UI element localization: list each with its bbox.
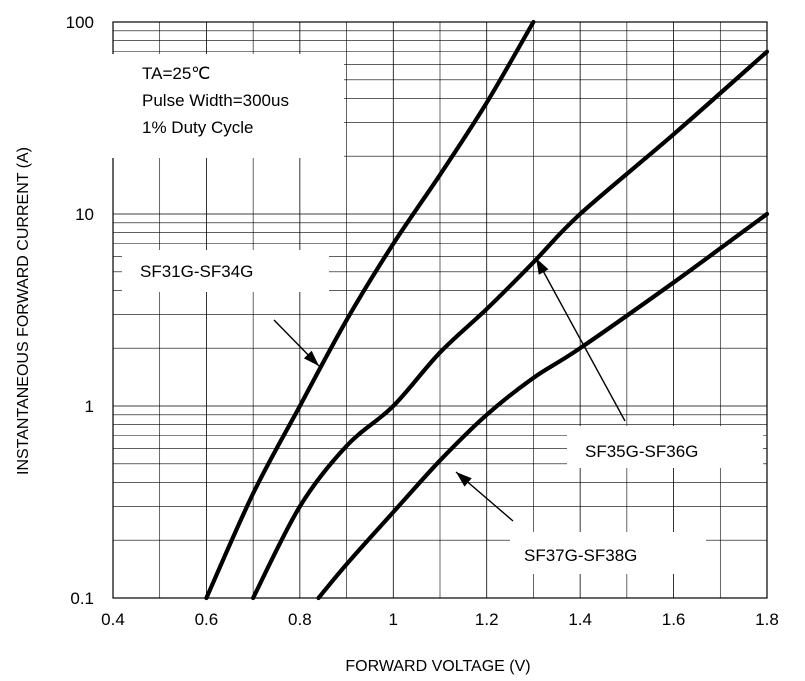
x-axis-title: FORWARD VOLTAGE (V) [345,658,530,675]
series-line-2 [251,49,770,601]
y-tick-label: 10 [75,205,94,224]
curves [204,19,770,601]
conditions-box [112,54,344,158]
condition-pulse-width: Pulse Width=300us [142,91,289,110]
x-tick-label: 1.6 [662,610,686,629]
condition-duty-cycle: 1% Duty Cycle [142,118,253,137]
y-tick-label: 0.1 [70,589,94,608]
tick-labels: 0.4 0.6 0.8 1 1.2 1.4 1.6 1.8 0.1 1 10 100 [66,13,779,629]
y-tick-label: 1 [85,397,94,416]
x-tick-label: 1 [389,610,398,629]
arrowhead-2 [536,258,549,275]
series-line-3 [316,211,770,601]
series-line-1 [204,19,536,601]
x-tick-label: 0.8 [288,610,312,629]
plot-frame [112,21,768,599]
series-label-box-2 [567,426,763,468]
y-tick-label: 100 [66,13,94,32]
y-axis-title: INSTANTANEOUS FORWARD CURRENT (A) [15,147,32,475]
x-tick-label: 1.4 [568,610,592,629]
series-label-3: SF37G-SF38G [524,546,637,565]
x-tick-label: 0.6 [195,610,219,629]
arrowhead-3 [456,472,472,487]
series-label-box-1 [122,250,329,292]
series-label-box-3 [510,532,706,574]
leader-arrow-2 [535,257,626,422]
series-label-1: SF31G-SF34G [140,262,253,281]
arrowhead-1 [303,350,319,366]
condition-temperature: TA=25℃ [142,64,210,83]
x-tick-label: 1.2 [475,610,499,629]
x-tick-label: 0.4 [101,610,125,629]
series-labels: SF31G-SF34G SF35G-SF36G SF37G-SF38G [122,250,763,574]
x-tick-label: 1.8 [755,610,779,629]
grid [112,21,768,599]
series-label-2: SF35G-SF36G [585,442,698,461]
